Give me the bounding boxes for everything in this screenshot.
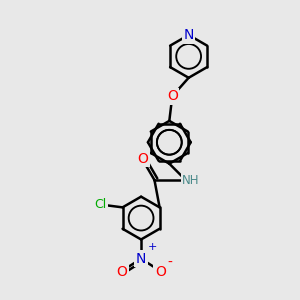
Text: Cl: Cl (94, 199, 107, 212)
Text: O: O (155, 265, 166, 279)
Text: N: N (136, 252, 146, 266)
Text: +: + (148, 242, 157, 253)
Text: N: N (184, 28, 194, 42)
Text: O: O (137, 152, 148, 166)
Text: -: - (167, 256, 172, 270)
Text: NH: NH (182, 173, 200, 187)
Text: O: O (167, 89, 178, 103)
Text: O: O (116, 265, 127, 279)
